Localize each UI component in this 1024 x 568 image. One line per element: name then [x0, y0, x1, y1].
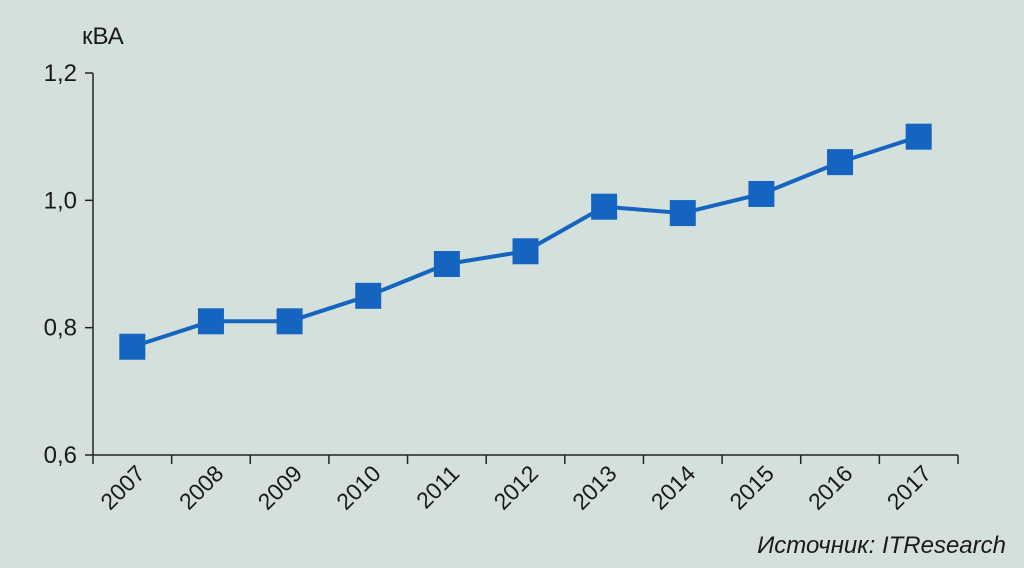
data-point-marker: [669, 200, 696, 227]
data-point-marker: [276, 308, 303, 335]
data-point-marker: [119, 333, 146, 360]
data-point-marker: [512, 238, 539, 265]
y-tick-label: 1,2: [44, 60, 77, 87]
source-note: Источник: ITResearch: [757, 532, 1006, 559]
y-axis: 0,6 0,8 1,0 1,2: [44, 60, 94, 469]
y-tick-label: 0,8: [44, 315, 77, 342]
data-point-marker: [591, 193, 618, 220]
data-point-marker: [748, 180, 775, 207]
y-tick-label: 0,6: [44, 442, 77, 469]
y-axis-unit-label: кВА: [82, 23, 124, 50]
y-tick-label: 1,0: [44, 187, 77, 214]
series-group: [119, 123, 932, 360]
data-point-marker: [355, 282, 382, 309]
data-point-marker: [433, 251, 460, 277]
data-point-marker: [827, 149, 854, 176]
data-point-marker: [197, 308, 224, 335]
data-point-marker: [905, 123, 932, 150]
